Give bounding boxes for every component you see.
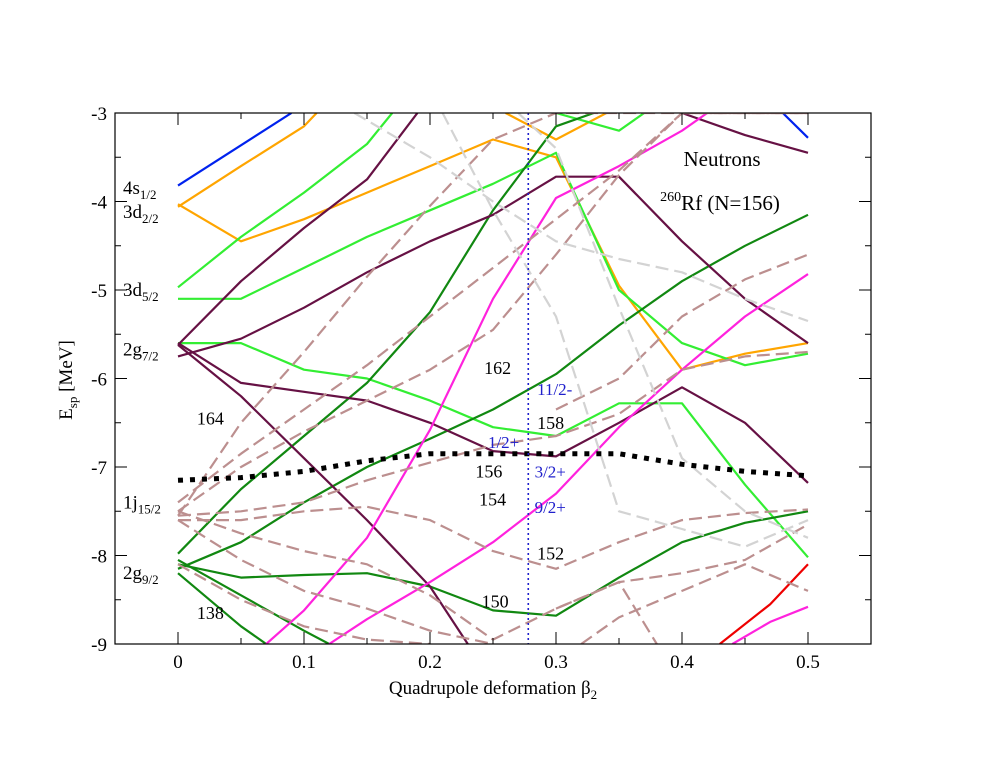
orbital-label-main: 3d (123, 202, 143, 223)
orbital-label: 3d5/2 (123, 280, 159, 304)
orbital-label-main: 2g (123, 339, 143, 360)
level-blue-2 (782, 113, 809, 139)
orbital-label-main: 1j (123, 492, 138, 513)
nucleus-mass: 260 (660, 190, 681, 205)
level-tan-1 (177, 350, 809, 517)
level-purple-5 (681, 113, 809, 154)
shell-gap-label: 162 (484, 358, 511, 378)
level-orange-2 (177, 113, 318, 208)
level-dgreen-5 (177, 572, 267, 644)
state-label: 11/2- (537, 380, 573, 399)
y-axis-label-sub: sp (65, 397, 80, 409)
y-tick-label: -9 (91, 635, 107, 656)
level-gray-1 (353, 113, 809, 323)
orbital-label: 2g7/2 (123, 339, 159, 363)
orbital-label-sub: 7/2 (142, 348, 159, 363)
label-layer: 4s1/23d2/23d5/22g7/21j15/22g9/2164138162… (123, 178, 573, 623)
level-tan-7 (177, 519, 494, 644)
x-axis-label: Quadrupole deformation β2 (389, 678, 597, 702)
orbital-label-sub: 15/2 (138, 501, 161, 516)
state-label: 3/2+ (535, 462, 566, 481)
x-tick-label: 0.5 (796, 652, 820, 673)
level-purple-4 (177, 344, 469, 644)
level-tan-11 (555, 580, 658, 644)
state-label: 1/2+ (488, 433, 519, 452)
nucleus-symbol: Rf (N=156) (681, 191, 780, 215)
y-axis-label-rest: [MeV] (56, 340, 77, 396)
level-lgreen-1 (177, 113, 394, 289)
level-purple-3 (177, 113, 419, 346)
x-axis-label-main: Quadrupole deformation β (389, 678, 591, 699)
state-label: 9/2+ (535, 498, 566, 517)
x-tick-label: 0.1 (292, 652, 316, 673)
orbital-label-main: 2g (123, 563, 143, 584)
level-tan-8 (177, 563, 431, 644)
y-tick-label: -3 (91, 104, 107, 125)
x-tick-label: 0 (173, 652, 183, 673)
nucleus-label: 260Rf (N=156) (660, 190, 780, 215)
orbital-label-sub: 9/2 (142, 572, 159, 587)
x-axis-label-sub: 2 (591, 687, 598, 702)
fermi-level-line (177, 451, 809, 483)
level-gray-3 (517, 113, 809, 539)
level-magenta-2 (328, 273, 809, 644)
shell-gap-label: 152 (537, 544, 564, 564)
level-purple-1 (177, 175, 809, 358)
level-tan-2 (178, 505, 809, 570)
shell-gap-label: 158 (537, 413, 564, 433)
level-tan-5 (177, 113, 808, 517)
shell-gap-label: 150 (482, 592, 509, 612)
shell-gap-label: 154 (479, 490, 506, 510)
level-red-1 (719, 563, 809, 644)
x-tick-label: 0.2 (418, 652, 442, 673)
orbital-label-sub: 1/2 (140, 187, 157, 202)
y-tick-label: -4 (91, 193, 107, 214)
orbital-label-sub: 5/2 (142, 289, 159, 304)
level-lgreen-2 (178, 151, 809, 367)
shell-gap-label: 164 (197, 408, 224, 428)
level-tan-9 (555, 253, 809, 411)
level-magenta-3 (731, 605, 809, 644)
tick-layer: 0 0.1 0.2 0.3 0.4 0.5 -3 -4 -5 -6 -7 -8 -9 (91, 104, 871, 673)
orbital-label-main: 3d (123, 280, 143, 301)
level-lgreen-3 (178, 342, 809, 559)
y-axis-label-main: E (56, 408, 77, 420)
orbital-label: 3d2/2 (123, 202, 159, 226)
shell-gap-label: 156 (475, 461, 502, 481)
level-dgreen-2 (177, 213, 809, 570)
level-tan-3 (177, 113, 808, 504)
shell-gap-label: 138 (197, 603, 224, 623)
y-tick-label: -7 (91, 458, 107, 479)
level-blue-1 (177, 113, 292, 187)
chart-title: Neutrons (684, 147, 761, 171)
level-dgreen-1 (177, 113, 595, 555)
orbital-label-main: 4s (123, 178, 140, 199)
level-tan-4 (177, 113, 808, 513)
y-tick-label: -5 (91, 281, 107, 302)
x-tick-label: 0.4 (670, 652, 694, 673)
orbital-label: 1j15/2 (123, 492, 161, 516)
y-axis-label: Esp [MeV] (56, 340, 80, 420)
orbital-label: 4s1/2 (123, 178, 157, 202)
orbital-label-sub: 2/2 (142, 211, 159, 226)
level-dgreen-4 (177, 558, 330, 644)
y-tick-label: -8 (91, 547, 107, 568)
level-magenta-1 (265, 113, 708, 644)
level-gray-2 (441, 113, 809, 548)
y-tick-label: -6 (91, 370, 107, 391)
level-purple-2 (177, 342, 809, 484)
fermi-layer (177, 451, 809, 483)
orbital-label: 2g9/2 (123, 563, 159, 587)
level-tan-10 (580, 563, 809, 644)
x-tick-label: 0.3 (544, 652, 568, 673)
